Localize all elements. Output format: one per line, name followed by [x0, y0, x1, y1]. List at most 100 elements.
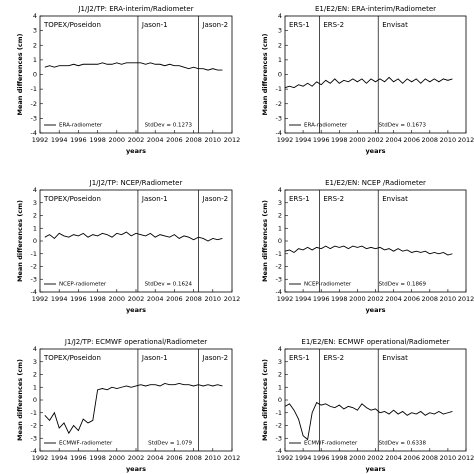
plot-frame: [39, 348, 233, 452]
mission-label: Envisat: [382, 195, 408, 203]
data-line: [284, 245, 453, 256]
annotation: StdDev = 0.6338: [379, 441, 427, 447]
y-tick-label: 4: [33, 12, 37, 20]
x-tick-label: 2002: [128, 295, 145, 303]
y-tick-label: 3: [278, 27, 282, 35]
x-tick-label: 2010: [440, 136, 457, 144]
y-tick-label: -4: [31, 129, 37, 137]
y-tick-label: 2: [33, 371, 37, 379]
x-tick-label: 2008: [422, 454, 439, 462]
x-tick-label: 1998: [331, 136, 348, 144]
legend-label: ERA-radiometer: [59, 123, 103, 129]
x-tick-label: 1998: [89, 136, 106, 144]
x-axis-label: years: [126, 465, 146, 473]
y-tick-label: 0: [33, 396, 37, 404]
y-tick-label: -3: [31, 275, 37, 283]
mission-label: TOPEX/Poseidon: [43, 195, 101, 203]
x-tick-label: 2004: [385, 454, 402, 462]
data-line: [284, 76, 453, 89]
y-tick-label: 3: [33, 358, 37, 366]
annotation: StdDev = 0.1624: [145, 282, 193, 288]
x-tick-label: 2012: [458, 136, 474, 144]
data-line: [44, 62, 223, 71]
legend-label: ERA-radiometer: [304, 123, 348, 129]
y-tick-label: 3: [278, 358, 282, 366]
x-tick-label: 1996: [313, 454, 330, 462]
x-tick-label: 1998: [331, 295, 348, 303]
mission-label: TOPEX/Poseidon: [43, 354, 101, 362]
y-tick-label: -2: [276, 100, 282, 108]
y-tick-label: 1: [33, 56, 37, 64]
y-tick-label: 2: [278, 212, 282, 220]
x-tick-label: 2008: [185, 136, 202, 144]
x-tick-label: 2002: [128, 136, 145, 144]
x-tick-label: 1992: [32, 454, 49, 462]
y-tick-label: 4: [278, 186, 282, 194]
y-axis-label: Mean differences (cm): [261, 359, 269, 441]
x-tick-label: 2006: [403, 454, 420, 462]
y-tick-label: 1: [278, 224, 282, 232]
y-tick-label: 4: [278, 12, 282, 20]
y-tick-label: -3: [31, 434, 37, 442]
mission-label: Envisat: [382, 354, 408, 362]
x-axis-label: years: [126, 306, 146, 314]
mission-label: ERS-2: [323, 195, 344, 203]
y-tick-label: -4: [31, 288, 37, 296]
x-tick-label: 1996: [70, 136, 87, 144]
x-tick-label: 2012: [224, 136, 241, 144]
x-tick-label: 1994: [295, 454, 312, 462]
x-tick-label: 2012: [224, 295, 241, 303]
plot-frame: [39, 15, 233, 134]
y-tick-label: -2: [31, 100, 37, 108]
x-tick-label: 2000: [109, 295, 126, 303]
mission-label: ERS-2: [323, 354, 344, 362]
x-tick-label: 2004: [147, 454, 164, 462]
x-tick-label: 2000: [349, 295, 366, 303]
x-tick-label: 2008: [422, 136, 439, 144]
x-tick-label: 1996: [313, 295, 330, 303]
x-axis-label: years: [365, 306, 385, 314]
y-tick-label: -2: [31, 263, 37, 271]
chart-title: E1/E2/EN: ECMWF operational/Radiometer: [301, 338, 449, 346]
y-tick-label: -4: [276, 447, 282, 455]
y-tick-label: -1: [31, 409, 37, 417]
x-tick-label: 2010: [205, 136, 222, 144]
y-tick-label: -1: [31, 250, 37, 258]
x-tick-label: 1998: [331, 454, 348, 462]
y-tick-label: 0: [278, 396, 282, 404]
y-tick-label: -3: [276, 434, 282, 442]
x-tick-label: 1998: [89, 454, 106, 462]
mission-label: ERS-1: [289, 354, 310, 362]
y-tick-label: 0: [278, 237, 282, 245]
x-tick-label: 2004: [385, 136, 402, 144]
y-axis-label: Mean differences (cm): [261, 34, 269, 116]
y-tick-label: 4: [33, 345, 37, 353]
x-tick-label: 2006: [166, 454, 183, 462]
x-tick-label: 2004: [147, 295, 164, 303]
x-tick-label: 1996: [313, 136, 330, 144]
x-tick-label: 1992: [277, 295, 294, 303]
x-tick-label: 2012: [458, 454, 474, 462]
y-tick-label: 2: [278, 41, 282, 49]
annotation: StdDev = 0.1869: [379, 282, 427, 288]
x-tick-label: 1994: [51, 295, 68, 303]
mission-label: TOPEX/Poseidon: [43, 21, 101, 29]
y-tick-label: 0: [33, 71, 37, 79]
mission-label: Jason-2: [201, 21, 228, 29]
y-tick-label: -2: [276, 422, 282, 430]
legend-label: ECMWF-radiometer: [59, 441, 113, 447]
y-tick-label: 1: [33, 383, 37, 391]
y-tick-label: -2: [276, 263, 282, 271]
mission-label: Jason-1: [141, 21, 168, 29]
x-tick-label: 2000: [109, 454, 126, 462]
x-tick-label: 2008: [185, 295, 202, 303]
chart-title: E1/E2/EN: ERA-interim/Radiometer: [315, 5, 436, 13]
plot-frame: [284, 189, 467, 293]
x-tick-label: 2006: [166, 295, 183, 303]
x-tick-label: 2002: [128, 454, 145, 462]
x-tick-label: 2010: [205, 454, 222, 462]
x-tick-label: 2012: [224, 454, 241, 462]
y-tick-label: -1: [276, 250, 282, 258]
x-tick-label: 2000: [109, 136, 126, 144]
